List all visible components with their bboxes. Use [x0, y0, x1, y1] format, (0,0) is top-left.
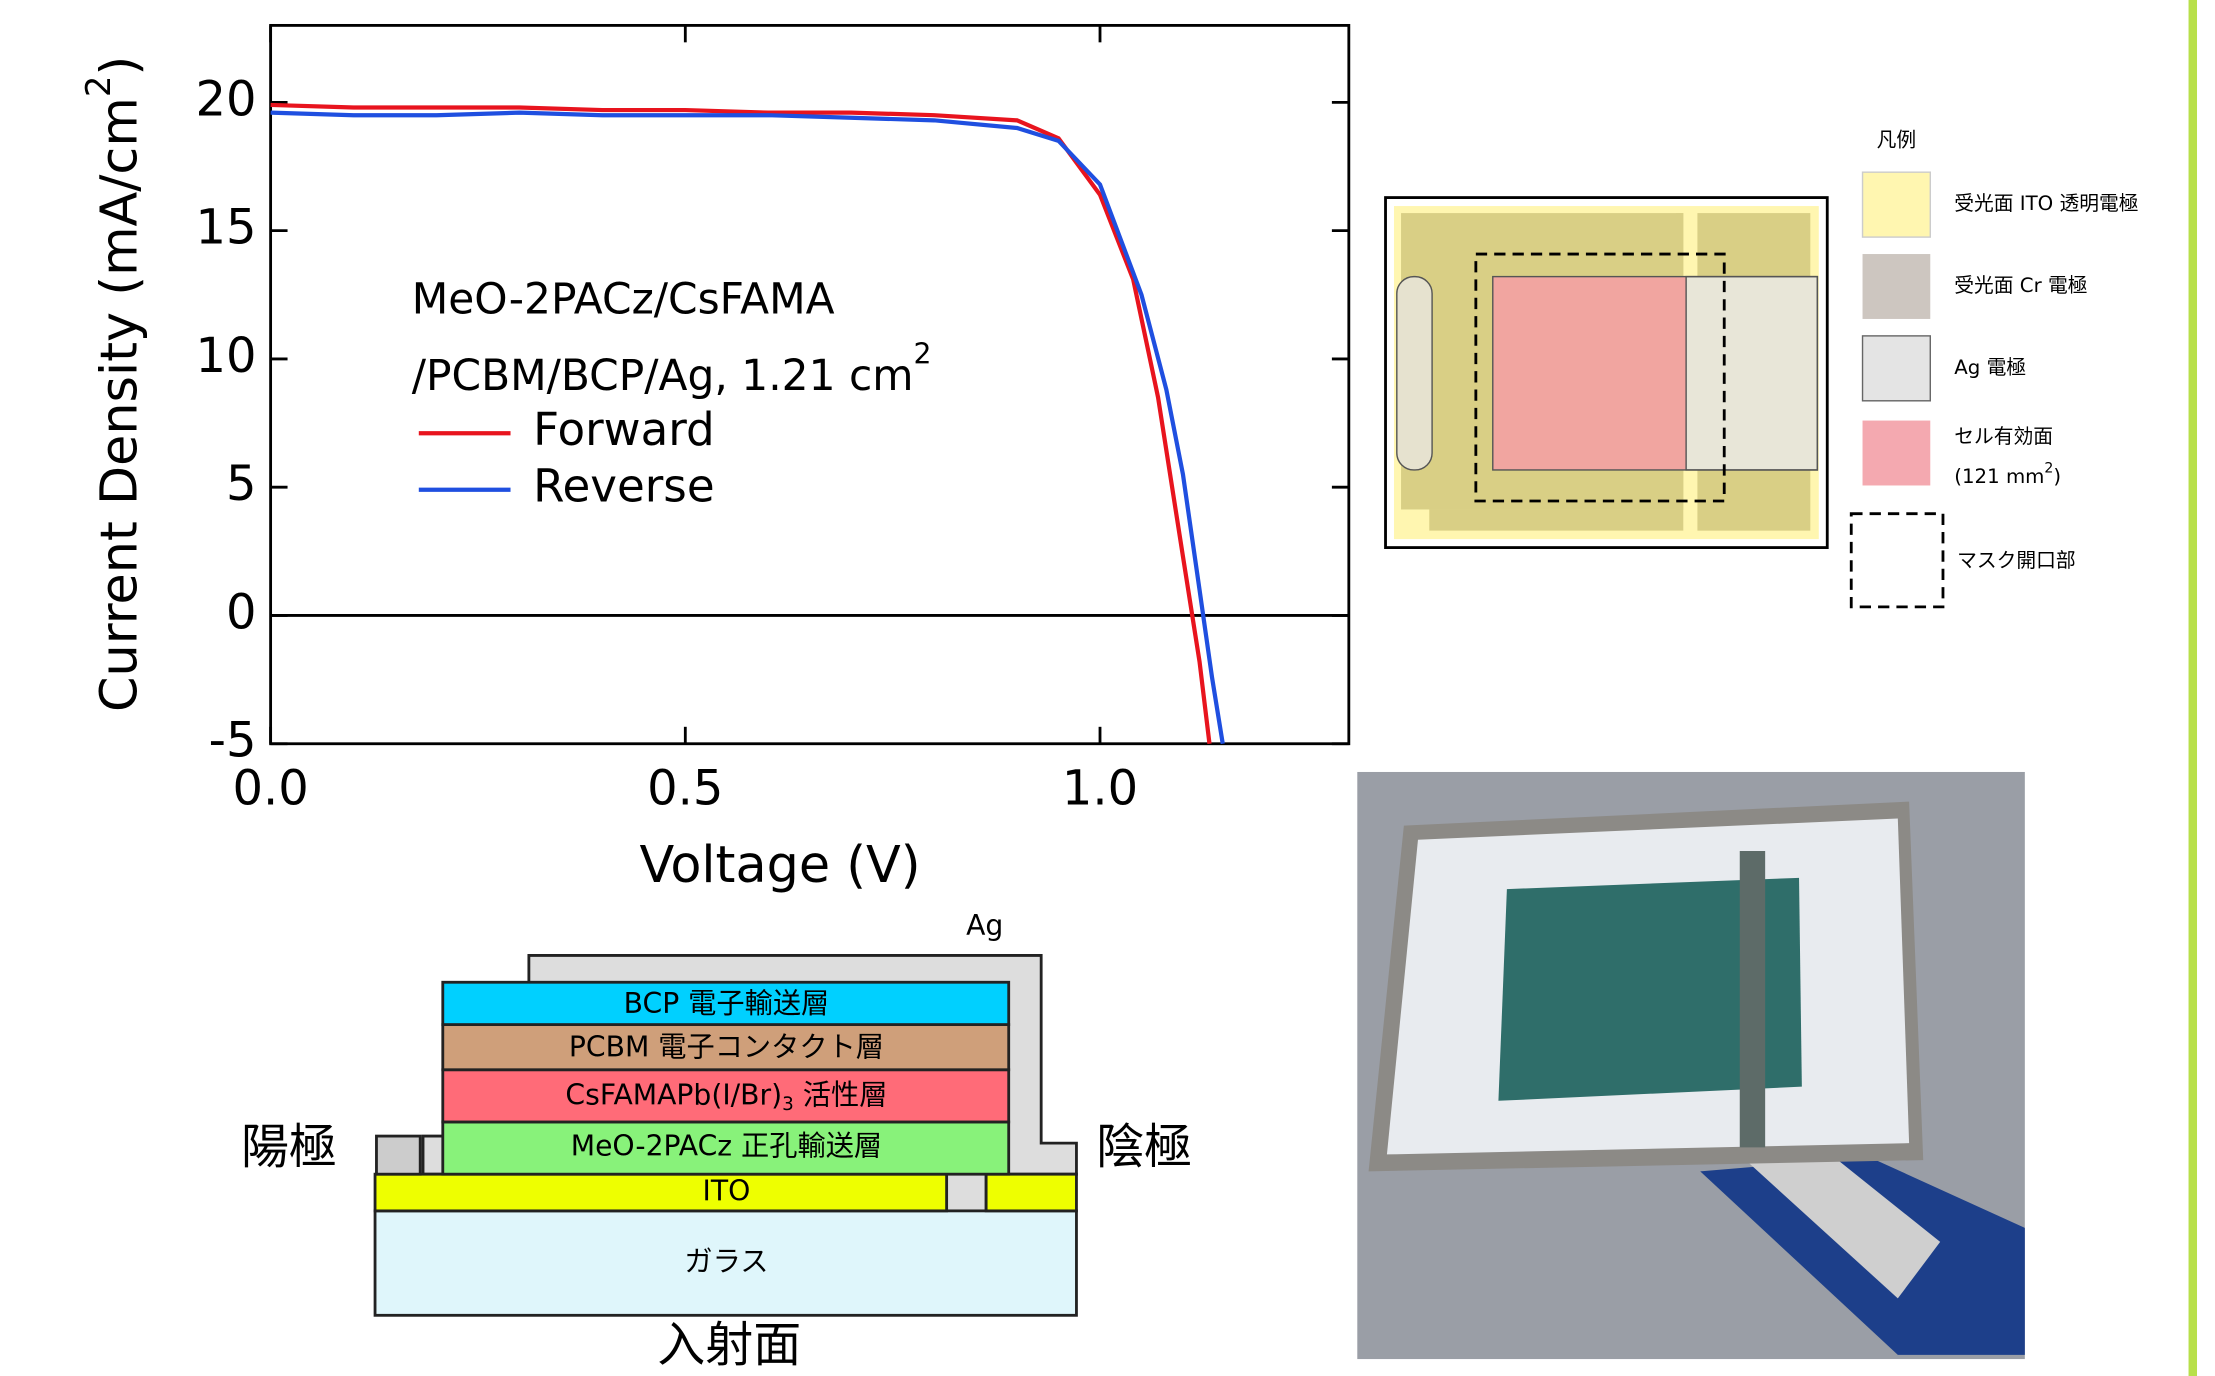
label: MeO-2PACz 正孔輸送層	[571, 1129, 882, 1162]
series-line	[271, 113, 1223, 744]
y-tick-label: 0	[226, 584, 257, 640]
y-tick-label: 5	[226, 456, 257, 512]
legend-swatch	[1863, 421, 1931, 486]
label: PCBM 電子コンタクト層	[569, 1031, 884, 1064]
series-line	[271, 105, 1210, 744]
label: 陰極	[1096, 1119, 1192, 1175]
legend-swatch	[1863, 254, 1931, 319]
legend-text: マスク開口部	[1957, 549, 2076, 572]
ag-electrode	[1686, 277, 1817, 470]
y-tick-label: 20	[195, 71, 256, 127]
legend-text: 受光面 Cr 電極	[1954, 274, 2087, 297]
legend-text: 受光面 ITO 透明電極	[1954, 192, 2138, 215]
annotation: MeO-2PACz/CsFAMA	[412, 275, 835, 324]
label: ガラス	[684, 1245, 768, 1278]
cathode-strip	[1740, 851, 1765, 1147]
stack-diagram: Ag BCP 電子輸送層 PCBM 電子コンタクト層 CsFAMAPb(I/Br…	[241, 909, 1192, 1373]
x-tick-label: 0.0	[232, 761, 308, 817]
legend-swatch	[1851, 514, 1943, 607]
y-tick-label: -5	[209, 713, 257, 769]
label: Ag	[966, 909, 1003, 942]
legend-text: (121 mm2)	[1954, 461, 2061, 488]
x-tick-label: 0.5	[647, 761, 723, 817]
x-tick-label: 1.0	[1062, 761, 1138, 817]
y-tick-label: 10	[195, 328, 256, 384]
legend-swatch	[1863, 172, 1931, 237]
edge-bar	[2189, 0, 2197, 1376]
x-axis-title: Voltage (V)	[640, 835, 921, 894]
y-tick-label: 15	[195, 200, 256, 256]
label: BCP 電子輸送層	[624, 987, 830, 1020]
label: 入射面	[657, 1317, 801, 1373]
legend-text: Reverse	[533, 460, 715, 513]
y-axis-title: Current Density (mA/cm2)	[78, 56, 148, 712]
anode-contact	[376, 1136, 420, 1174]
legend-text: Forward	[533, 403, 715, 456]
active-area	[1493, 277, 1686, 470]
ito-layer	[375, 1174, 947, 1211]
ag-pad	[1397, 277, 1432, 470]
ito-layer	[986, 1174, 1076, 1211]
figure: Voltage (V) Current Density (mA/cm2) MeO…	[0, 0, 2215, 1376]
legend-swatch	[1863, 336, 1931, 401]
label: 陽極	[241, 1119, 337, 1175]
legend-text: セル有効面	[1954, 425, 2053, 448]
annotation: /PCBM/BCP/Ag, 1.21 cm2	[412, 338, 932, 400]
layout-diagram: 凡例 受光面 ITO 透明電極 受光面 Cr 電極 Ag 電極 セル有効面 (1…	[1386, 129, 2139, 607]
label: ITO	[703, 1175, 751, 1208]
label: CsFAMAPb(I/Br)3 活性層	[565, 1079, 887, 1115]
legend-title: 凡例	[1877, 129, 1917, 152]
legend-text: Ag 電極	[1954, 356, 2026, 379]
photo	[1357, 772, 2025, 1359]
